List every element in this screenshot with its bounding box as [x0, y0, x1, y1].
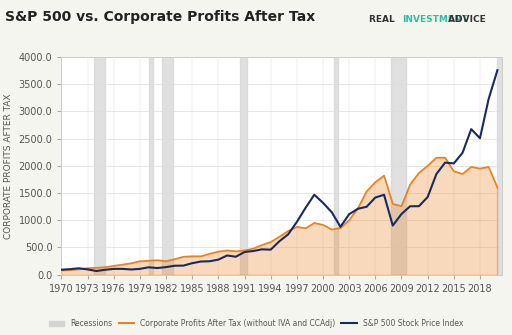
Bar	[334, 57, 338, 275]
Bar	[94, 57, 105, 275]
Text: REAL: REAL	[369, 15, 397, 24]
Bar	[240, 57, 247, 275]
Y-axis label: CORPORATE PROFITS AFTER TAX: CORPORATE PROFITS AFTER TAX	[4, 93, 13, 239]
Legend: Recessions, Corporate Profits After Tax (without IVA and CCAdj), S&P 500 Stock P: Recessions, Corporate Profits After Tax …	[46, 316, 466, 331]
Bar	[391, 57, 406, 275]
Text: S&P 500 vs. Corporate Profits After Tax: S&P 500 vs. Corporate Profits After Tax	[5, 10, 315, 24]
Bar	[148, 57, 153, 275]
Bar	[497, 57, 502, 275]
Bar	[162, 57, 173, 275]
Text: INVESTMENT: INVESTMENT	[402, 15, 468, 24]
Text: ADVICE: ADVICE	[445, 15, 486, 24]
